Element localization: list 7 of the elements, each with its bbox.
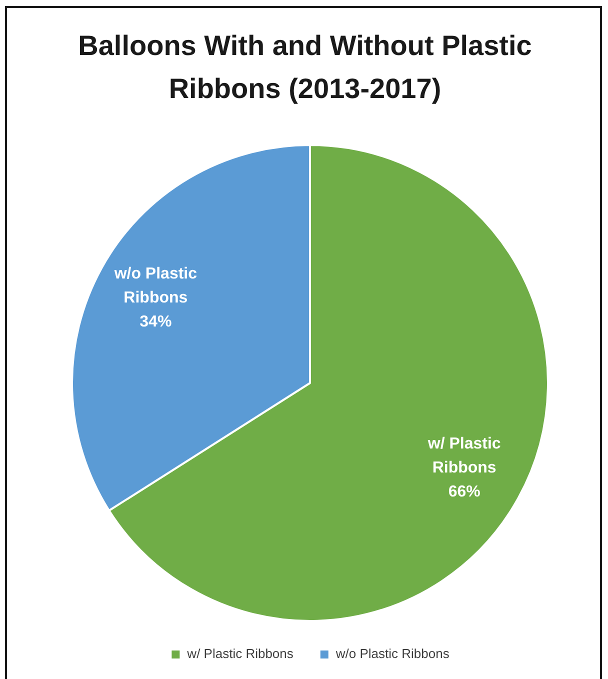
chart-title: Balloons With and Without Plastic Ribbons (2013-2017) <box>77 29 533 106</box>
legend-label: w/o Plastic Ribbons <box>334 646 450 662</box>
legend-label: w/ Plastic Ribbons <box>186 646 294 662</box>
data-label: 34% <box>140 314 172 331</box>
slice-label: w/o Plastic Ribbons <box>113 266 198 307</box>
slice-label: w/ Plastic Ribbons <box>426 435 501 476</box>
data-label: 66% <box>448 483 480 500</box>
